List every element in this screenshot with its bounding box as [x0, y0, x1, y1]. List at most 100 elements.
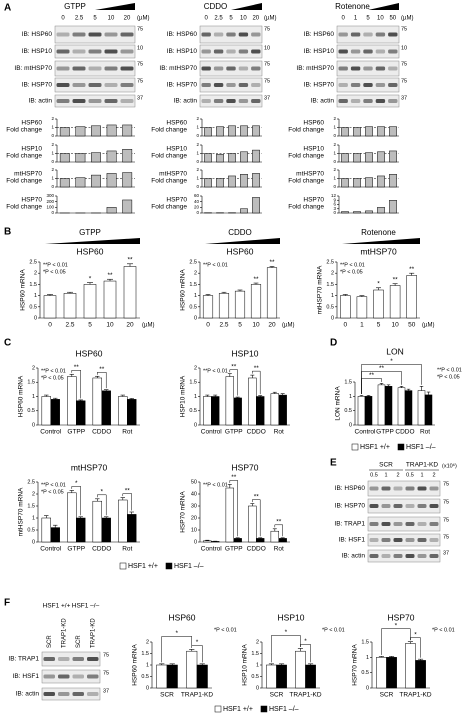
x-tick-label: GTPP	[376, 429, 394, 436]
y-tick-label: 0	[333, 184, 336, 189]
bar	[76, 517, 86, 543]
blot-label: IB: HSP10	[167, 48, 198, 55]
blot-band	[72, 99, 86, 103]
bar	[127, 399, 137, 426]
y-tick-label: 0	[32, 422, 35, 428]
blot-band	[120, 66, 134, 71]
bar	[41, 396, 52, 426]
fold-label: Fold change	[6, 153, 42, 160]
blot-band	[350, 99, 361, 103]
blot-band	[375, 83, 386, 87]
blot-band	[369, 504, 379, 508]
mw-marker: 37	[137, 95, 143, 101]
bar	[270, 530, 279, 543]
blot-label: IB: HSP60	[22, 31, 53, 38]
blot	[367, 498, 441, 514]
significance-bracket	[274, 524, 283, 537]
x-tick-label: Rot	[122, 546, 132, 553]
bar	[365, 126, 373, 137]
x-tick-label: 20	[126, 322, 134, 329]
blot-band	[338, 49, 348, 54]
bar	[41, 517, 52, 543]
legend-label: HSF1 –/–	[406, 444, 436, 451]
blot-label: IB: HSF1	[13, 673, 40, 680]
significance: **	[99, 366, 105, 373]
blot-band	[369, 486, 379, 491]
bar	[225, 487, 234, 543]
blot-band	[363, 83, 373, 87]
note: *P < 0.05	[43, 269, 66, 275]
drug-label: GTPP	[64, 2, 86, 11]
blot-band	[405, 538, 415, 542]
chart-title: LON	[386, 346, 403, 356]
y-axis-label: HSP60 mRNA	[132, 644, 139, 686]
bar	[196, 664, 208, 689]
bar	[63, 293, 77, 319]
significance: **	[254, 493, 260, 500]
y-tick-label: 2	[51, 116, 54, 121]
y-tick-label: 1.5	[27, 380, 35, 386]
significance: *	[100, 489, 103, 496]
fold-label: mtHSP70	[296, 171, 324, 178]
fold-label: Fold change	[151, 178, 187, 185]
bar	[240, 125, 248, 137]
blot-band	[251, 32, 261, 37]
blot	[367, 549, 441, 563]
mw-marker: 75	[264, 78, 270, 84]
blot-band	[429, 554, 439, 558]
y-tick-label: 10	[191, 527, 197, 533]
significance-bracket	[271, 635, 301, 663]
bar	[250, 284, 262, 319]
y-tick-label: 0.5	[189, 304, 197, 310]
fold-label: mtHSP70	[159, 171, 187, 178]
y-tick-label: 0	[51, 159, 54, 164]
dose-label: 0	[61, 16, 65, 22]
dose-label: 2	[432, 472, 435, 478]
bar	[59, 127, 70, 137]
y-tick-label: 2	[34, 271, 37, 277]
y-tick-label: 2	[146, 639, 149, 645]
blot-band	[251, 99, 261, 103]
blot-band	[87, 657, 99, 661]
y-tick-label: 1.5	[326, 282, 334, 288]
blot-band	[388, 49, 398, 54]
blot-band	[213, 99, 224, 103]
note: **P < 0.01	[340, 262, 365, 268]
blot-band	[43, 692, 55, 696]
bar	[218, 293, 230, 319]
chart-title: HSP10	[232, 348, 259, 358]
unit-label: (µM)	[137, 16, 149, 22]
mw-marker: 75	[401, 78, 407, 84]
bar	[415, 660, 426, 689]
significance: **	[276, 519, 282, 526]
bar	[186, 650, 198, 689]
bar	[256, 396, 265, 426]
note: **P < 0.01	[43, 262, 68, 268]
significance: **	[253, 276, 259, 283]
y-tick-label: 0	[256, 685, 259, 691]
blot-band	[104, 49, 118, 54]
mw-marker: 75	[443, 534, 449, 540]
y-tick-label: 200	[46, 199, 54, 204]
bar	[389, 174, 397, 188]
y-tick-label: 1	[196, 125, 199, 130]
unit-label: (x10⁶)	[442, 462, 457, 469]
x-tick-label: 5	[238, 322, 242, 329]
mw-marker: 75	[103, 670, 109, 676]
y-tick-label: 0	[366, 685, 369, 691]
y-tick-label: 0.5	[27, 527, 35, 533]
blot	[367, 533, 441, 547]
y-tick-label: 0	[333, 133, 336, 138]
significance: **	[369, 372, 375, 379]
note: **P < 0.01	[203, 482, 228, 488]
bar	[204, 178, 212, 188]
blot-band	[393, 522, 403, 526]
blot-band	[381, 538, 391, 542]
blot-band	[58, 657, 70, 661]
significance: *	[395, 622, 398, 629]
y-tick-label: 1	[51, 176, 54, 181]
chart-title: HSP10	[278, 612, 305, 622]
mw-marker: 75	[443, 517, 449, 523]
bar	[225, 376, 234, 426]
blot-band	[72, 49, 86, 54]
